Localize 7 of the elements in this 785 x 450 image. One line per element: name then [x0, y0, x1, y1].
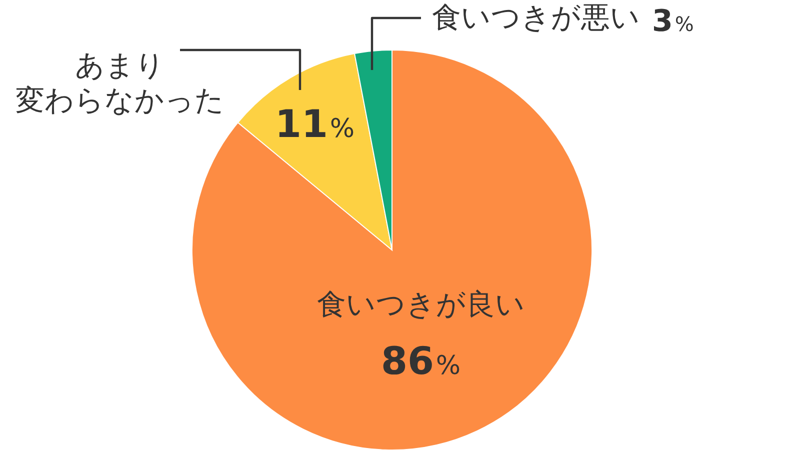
slice-label: 食いつきが良い — [317, 287, 525, 321]
pie-slice — [237, 53, 392, 250]
slice-label: 食いつきが悪い — [432, 0, 640, 34]
data-label: 86% — [381, 339, 461, 383]
data-label: 3% — [652, 4, 694, 39]
slice-label: あまり変わらなかった — [16, 48, 224, 117]
data-label: 11% — [275, 102, 355, 146]
